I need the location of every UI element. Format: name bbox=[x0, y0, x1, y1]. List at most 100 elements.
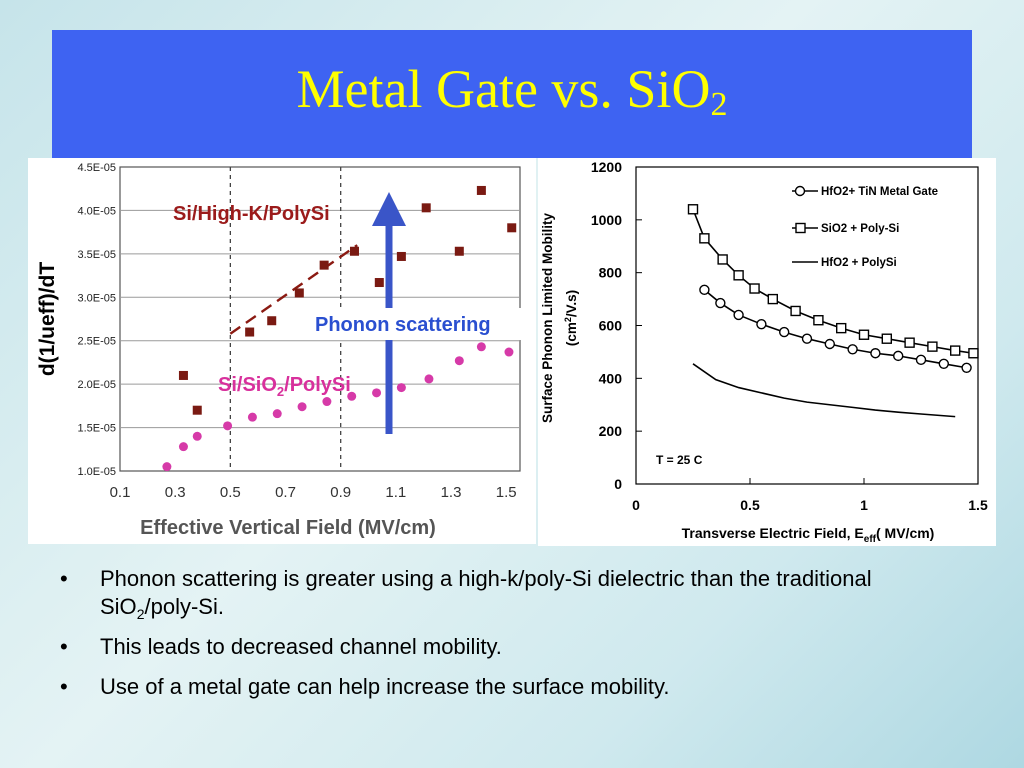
highk-point bbox=[454, 246, 464, 256]
series-point-1 bbox=[824, 338, 835, 350]
highk-point bbox=[476, 185, 486, 195]
series-point-2 bbox=[813, 315, 824, 326]
highk-point bbox=[178, 370, 188, 380]
x-tick-label: 1.5 bbox=[968, 497, 988, 513]
series-point-2 bbox=[687, 204, 699, 215]
bullet-2-text: This leads to decreased channel mobility… bbox=[100, 634, 502, 659]
y-tick-label: 800 bbox=[599, 265, 623, 281]
y-tick-label: 600 bbox=[599, 318, 623, 334]
y-tick-label: 1000 bbox=[591, 212, 622, 228]
highk-point bbox=[421, 203, 431, 213]
legend-marker-1 bbox=[794, 185, 806, 197]
bullet-marker: • bbox=[60, 566, 68, 591]
y-tick-label: 0 bbox=[614, 476, 622, 492]
sio2-point bbox=[372, 388, 382, 398]
bullet-1-text: Phonon scattering is greater using a hig… bbox=[100, 566, 872, 619]
series-point-2 bbox=[767, 293, 779, 305]
sio2-point bbox=[192, 431, 202, 441]
y-tick-label: 1.0E-05 bbox=[77, 466, 116, 478]
series-point-1 bbox=[847, 344, 858, 355]
sio2-point bbox=[223, 421, 233, 431]
sio2-point bbox=[504, 347, 514, 357]
temperature-annotation: T = 25 C bbox=[656, 453, 703, 467]
right-chart-panel: 0 200 400 600 800 1000 1200 0 0.5 1 1.5 Surface Pho… bbox=[538, 158, 996, 546]
y-tick-label: 1.5E-05 bbox=[77, 423, 116, 435]
x-tick-label: 1.3 bbox=[441, 484, 462, 501]
sio2-annotation: Si/SiO2/PolySi bbox=[218, 374, 351, 399]
bullet-marker: • bbox=[60, 674, 68, 699]
x-tick-label: 1.1 bbox=[385, 484, 406, 501]
series-point-1 bbox=[893, 350, 904, 362]
sio2-point bbox=[162, 462, 172, 472]
highk-point bbox=[294, 288, 304, 298]
series-point-1 bbox=[915, 354, 927, 366]
series-point-2 bbox=[950, 345, 961, 356]
series-point-1 bbox=[938, 358, 949, 370]
phonon-label-bg bbox=[310, 308, 530, 340]
left-chart-panel: 1.0E-05 1.5E-05 2.0E-05 2.5E-05 3.0E-05 3.5E-… bbox=[28, 158, 536, 544]
sio2-point bbox=[322, 397, 332, 407]
series-point-2 bbox=[927, 341, 938, 352]
x-tick-label: 1.5 bbox=[496, 484, 517, 501]
highk-point bbox=[374, 278, 384, 288]
series-point-1 bbox=[715, 297, 726, 309]
sio2-point bbox=[247, 412, 257, 422]
series-point-2 bbox=[858, 329, 870, 340]
sio2-point bbox=[297, 402, 307, 412]
legend-label-2: SiO2 + Poly-Si bbox=[821, 223, 899, 235]
x-tick-label: 0.5 bbox=[220, 484, 241, 501]
series-point-2 bbox=[836, 322, 847, 334]
series-point-1 bbox=[801, 333, 813, 344]
arrow-head bbox=[372, 192, 406, 226]
highk-annotation: Si/High-K/PolySi bbox=[173, 203, 330, 225]
right-chart: 0 200 400 600 800 1000 1200 0 0.5 1 1.5 Surface Pho… bbox=[540, 159, 988, 545]
sio2-point bbox=[424, 374, 434, 384]
bullet-item-3: • Use of a metal gate can help increase t… bbox=[56, 673, 956, 701]
series-point-2 bbox=[881, 333, 892, 344]
x-axis-label: Transverse Electric Field, Eeff( MV/cm) bbox=[682, 525, 935, 545]
sio2-point bbox=[396, 383, 406, 393]
bullet-1-subscript: 2 bbox=[136, 606, 145, 622]
sio2-point bbox=[272, 409, 282, 419]
y-axis-unit-label: (cm2/V.s) bbox=[563, 290, 579, 346]
legend-label-1: HfO2+ TiN Metal Gate bbox=[821, 186, 938, 198]
series-point-2 bbox=[790, 305, 801, 317]
y-tick-label: 200 bbox=[599, 423, 623, 439]
x-tick-label: 0.1 bbox=[110, 484, 131, 501]
highk-point bbox=[507, 223, 517, 233]
x-tick-label: 0.7 bbox=[275, 484, 296, 501]
bullet-item-2: • This leads to decreased channel mobilit… bbox=[56, 633, 956, 661]
title-bar bbox=[52, 30, 972, 158]
y-axis-label: d(1/ueff)/dT bbox=[36, 262, 59, 376]
y-tick-label: 3.5E-05 bbox=[77, 249, 116, 261]
series-line-1 bbox=[703, 289, 967, 369]
y-tick-label: 4.5E-05 bbox=[77, 162, 116, 174]
trend-line bbox=[229, 244, 358, 335]
series-point-2 bbox=[904, 337, 915, 348]
x-tick-label: 0.5 bbox=[740, 497, 760, 513]
legend-label-3: HfO2 + PolySi bbox=[821, 257, 897, 269]
series-point-2 bbox=[717, 254, 728, 265]
series-point-1 bbox=[961, 362, 972, 373]
x-tick-label: 0.3 bbox=[165, 484, 186, 501]
highk-point bbox=[319, 260, 329, 270]
x-tick-label: 1 bbox=[860, 497, 868, 513]
series-point-2 bbox=[733, 270, 744, 281]
phonon-annotation: Phonon scattering bbox=[315, 314, 491, 336]
y-tick-label: 2.5E-05 bbox=[77, 336, 116, 348]
series-point-2 bbox=[699, 233, 710, 244]
series-point-1 bbox=[733, 309, 744, 321]
x-tick-label: 0.9 bbox=[330, 484, 351, 501]
highk-point bbox=[349, 246, 359, 256]
x-axis-label: Effective Vertical Field (MV/cm) bbox=[140, 517, 436, 539]
slide-title-subscript: 2 bbox=[710, 86, 728, 123]
series-point-1 bbox=[870, 348, 881, 359]
y-tick-label: 3.0E-05 bbox=[77, 292, 116, 304]
highk-point bbox=[267, 316, 277, 326]
series-point-2 bbox=[749, 283, 760, 294]
sio2-point bbox=[454, 356, 464, 366]
sio2-point bbox=[476, 342, 486, 352]
highk-point bbox=[245, 327, 255, 337]
series-point-1 bbox=[778, 326, 790, 338]
bullet-list: • Phonon scattering is greater using a hi… bbox=[56, 565, 956, 713]
